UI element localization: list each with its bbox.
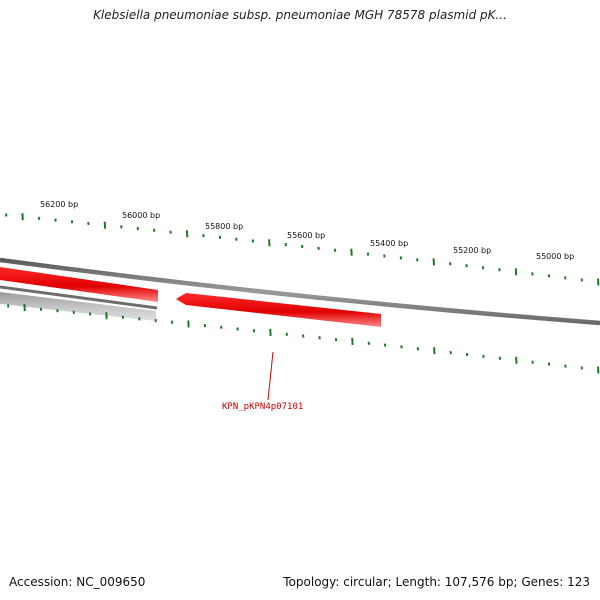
accession-text: Accession: NC_009650 — [9, 575, 146, 589]
scale-label-55400: 55400 bp — [370, 239, 408, 248]
gene-forward-left[interactable] — [0, 267, 158, 302]
scale-label-55000: 55000 bp — [536, 252, 574, 261]
scale-label-55200: 55200 bp — [453, 246, 491, 255]
scale-label-55600: 55600 bp — [287, 231, 325, 240]
inner-scale-ticks — [7, 304, 600, 374]
inner-backbone-arc — [0, 285, 158, 310]
scale-labels: 56200 bp 56000 bp 55800 bp 55600 bp 5540… — [40, 200, 574, 261]
scale-label-55800: 55800 bp — [205, 222, 243, 231]
scale-label-56000: 56000 bp — [122, 211, 160, 220]
scale-label-56200: 56200 bp — [40, 200, 78, 209]
backbone-arc — [0, 257, 600, 326]
gene-gray-left[interactable] — [0, 292, 156, 321]
summary-text: Topology: circular; Length: 107,576 bp; … — [283, 575, 590, 589]
outer-scale-ticks — [5, 213, 600, 286]
gene-label-leader-line — [267, 351, 274, 401]
map-title: Klebsiella pneumoniae subsp. pneumoniae … — [93, 8, 507, 22]
gene-kpn-pkpn4p07101[interactable] — [176, 293, 381, 327]
gene-label[interactable]: KPN_pKPN4p07101 — [222, 402, 303, 412]
